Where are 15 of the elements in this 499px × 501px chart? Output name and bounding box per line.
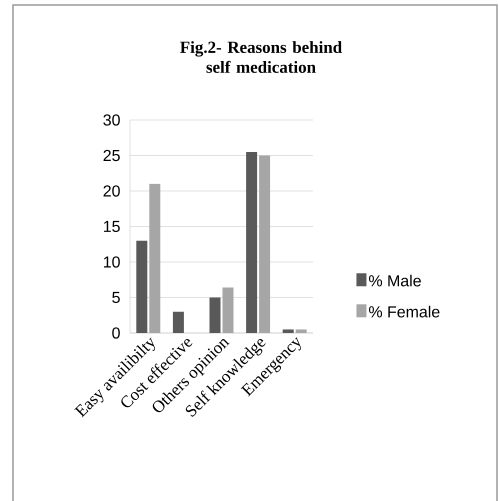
y-tick-label: 0 xyxy=(112,327,120,339)
bar xyxy=(136,240,148,333)
legend-label: % Male xyxy=(369,274,421,286)
bar xyxy=(246,152,258,333)
bar xyxy=(172,312,184,333)
y-tick-label: 10 xyxy=(104,256,120,268)
chart-title: Fig.2- Reasons behind self medication xyxy=(180,41,342,73)
y-tick-label: 30 xyxy=(103,114,120,126)
legend-label: % Female xyxy=(369,306,440,318)
y-tick-label: 5 xyxy=(112,292,120,304)
y-tick-label: 15 xyxy=(104,220,120,232)
bar xyxy=(282,329,294,333)
y-tick-label: 20 xyxy=(104,185,120,197)
bar xyxy=(210,297,220,333)
y-tick-label: 25 xyxy=(104,150,120,162)
